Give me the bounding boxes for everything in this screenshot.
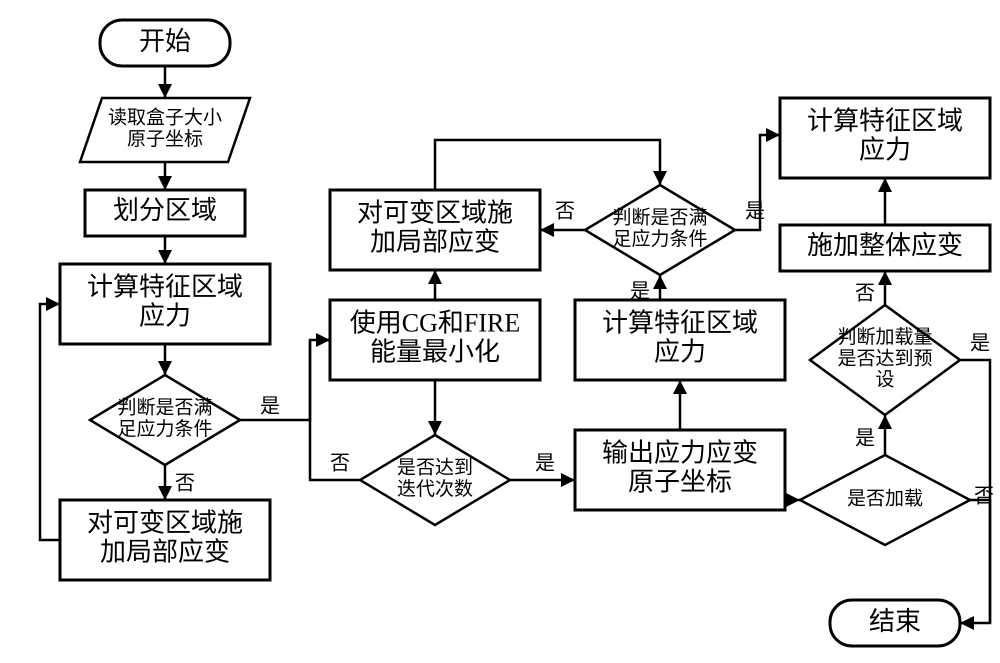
svg-text:计算特征区域: 计算特征区域 xyxy=(602,308,758,337)
svg-text:原子坐标: 原子坐标 xyxy=(127,128,203,150)
svg-text:设: 设 xyxy=(875,369,894,391)
svg-text:使用CG和FIRE: 使用CG和FIRE xyxy=(350,308,520,337)
svg-text:否: 否 xyxy=(175,473,195,495)
svg-text:加局部应变: 加局部应变 xyxy=(100,538,230,567)
svg-text:否: 否 xyxy=(855,283,875,305)
svg-text:迭代次数: 迭代次数 xyxy=(397,478,473,500)
svg-text:是: 是 xyxy=(535,453,555,475)
svg-text:能量最小化: 能量最小化 xyxy=(370,338,500,367)
svg-text:是: 是 xyxy=(855,428,875,450)
svg-text:输出应力应变: 输出应力应变 xyxy=(602,438,758,467)
svg-text:计算特征区域: 计算特征区域 xyxy=(87,272,243,301)
svg-text:划分区域: 划分区域 xyxy=(113,196,217,225)
svg-text:是: 是 xyxy=(745,201,765,223)
svg-text:否: 否 xyxy=(555,201,575,223)
svg-text:判断是否满: 判断是否满 xyxy=(117,397,212,419)
svg-text:是否达到预: 是否达到预 xyxy=(837,347,932,369)
svg-text:判断是否满: 判断是否满 xyxy=(612,207,707,229)
svg-text:足应力条件: 足应力条件 xyxy=(612,228,707,250)
svg-text:应力: 应力 xyxy=(654,338,706,367)
svg-text:否: 否 xyxy=(330,453,350,475)
svg-text:是: 是 xyxy=(260,396,280,418)
svg-text:足应力条件: 足应力条件 xyxy=(117,418,212,440)
svg-text:计算特征区域: 计算特征区域 xyxy=(807,106,963,135)
svg-text:施加整体应变: 施加整体应变 xyxy=(807,231,963,260)
svg-text:对可变区域施: 对可变区域施 xyxy=(357,198,513,227)
svg-text:读取盒子大小: 读取盒子大小 xyxy=(108,107,222,129)
svg-text:是否加载: 是否加载 xyxy=(847,487,923,509)
svg-text:对可变区域施: 对可变区域施 xyxy=(87,508,243,537)
svg-text:结束: 结束 xyxy=(869,607,921,636)
svg-text:原子坐标: 原子坐标 xyxy=(628,468,732,497)
svg-text:判断加载量: 判断加载量 xyxy=(837,326,932,348)
svg-text:应力: 应力 xyxy=(859,136,911,165)
svg-text:开始: 开始 xyxy=(139,27,191,56)
svg-text:应力: 应力 xyxy=(139,302,191,331)
svg-text:加局部应变: 加局部应变 xyxy=(370,228,500,257)
svg-text:是: 是 xyxy=(970,333,990,355)
svg-text:是否达到: 是否达到 xyxy=(397,457,473,479)
flowchart-diagram: 否是否是是否是否是是否是开始读取盒子大小原子坐标划分区域计算特征区域应力判断是否… xyxy=(0,0,1000,663)
